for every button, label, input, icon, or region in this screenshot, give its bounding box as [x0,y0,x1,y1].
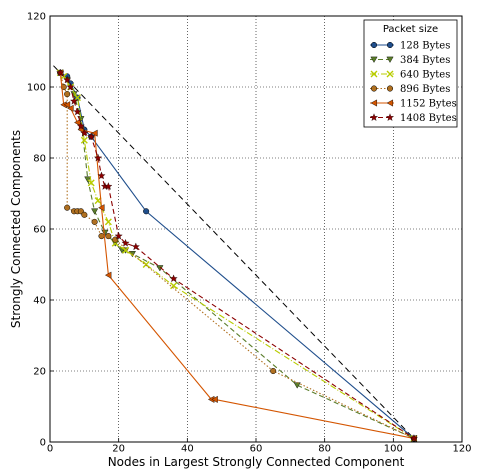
x-tick-label: 60 [250,443,263,454]
y-tick-label: 80 [33,154,46,165]
data-point [94,153,103,162]
legend-label: 1152 Bytes [400,99,457,110]
legend-marker [386,70,394,78]
x-tick-label: 20 [112,443,125,454]
data-point [211,395,218,403]
tick-labels: 0 20 40 60 80 100 120 0 20 40 60 80 100 120 [27,12,472,455]
x-tick-label: 0 [47,443,53,454]
x-axis-title: Nodes in Largest Strongly Connected Comp… [108,455,405,469]
data-point [91,218,98,225]
legend-label: 128 Bytes [400,41,450,52]
series-layer [56,68,418,442]
x-tick-label: 100 [384,443,403,454]
data-point [80,136,88,144]
data-point [105,233,112,240]
data-point [142,261,150,268]
data-point [122,246,130,254]
legend-marker [370,99,377,107]
data-point [73,107,82,116]
y-tick-label: 40 [33,296,46,307]
data-point [94,197,102,205]
data-point [270,367,277,375]
legend-marker [386,85,394,92]
data-point [64,204,71,211]
series-5 [56,68,418,442]
legend-items: 128 Bytes 384 Bytes 640 Bytes 896 Bytes 1152… [369,41,457,124]
data-point [169,274,178,283]
data-point [104,271,112,279]
legend-item: 1408 Bytes [369,113,457,124]
data-point [170,282,178,290]
data-point [104,218,112,226]
legend-label: 896 Bytes [400,84,450,95]
legend-item: 384 Bytes [370,55,450,66]
legend-marker [370,41,378,49]
data-point [293,382,301,389]
data-point [74,118,81,127]
x-tick-label: 120 [452,443,471,454]
legend-marker [386,56,394,63]
data-point [87,179,95,187]
data-point [409,434,418,442]
legend-marker [370,85,378,92]
x-tick-label: 80 [318,443,331,454]
series-4 [56,69,417,442]
legend-marker [385,113,395,121]
data-point [56,68,65,77]
y-tick-label: 100 [27,83,46,94]
data-point [63,75,72,84]
data-point [156,265,164,272]
y-axis-title: Strongly Connected Components [9,130,23,328]
legend-item: 896 Bytes [370,84,450,95]
legend-label: 384 Bytes [400,55,450,66]
data-point [66,82,75,91]
data-point [70,96,79,105]
legend-box [363,19,458,128]
x-tick-label: 40 [181,443,194,454]
data-point [114,231,123,240]
data-point [81,211,88,218]
data-point [98,233,105,240]
legend: Packet size 128 Bytes 384 Bytes 640 Bytes 8… [363,19,458,128]
data-point [97,171,106,180]
data-point [98,204,105,212]
legend-item: 1152 Bytes [370,99,457,110]
legend-marker [370,56,378,63]
legend-marker [386,41,394,49]
data-point [121,238,130,247]
data-point [67,104,74,112]
legend-label: 640 Bytes [400,70,450,81]
data-point [91,129,98,137]
data-point [91,208,99,215]
data-point [76,121,85,130]
data-point [80,128,89,137]
legend-marker [370,70,378,78]
y-tick-label: 60 [33,225,46,236]
data-point [63,101,71,109]
data-point [84,176,92,183]
legend-item: 128 Bytes [370,41,450,52]
data-point [73,94,81,102]
y-tick-label: 0 [40,438,46,449]
legend-label: 1408 Bytes [400,113,457,124]
data-point [131,242,140,251]
y-tick-label: 120 [27,12,46,23]
data-point [87,132,96,141]
legend-marker [386,99,393,107]
legend-title: Packet size [383,24,438,35]
y-tick-label: 20 [33,367,46,378]
data-point [64,91,71,98]
data-point [104,182,113,190]
data-point [143,208,150,215]
legend-marker [369,113,379,121]
data-point [101,229,109,236]
legend-item: 640 Bytes [370,70,450,81]
reference-line [53,65,415,439]
